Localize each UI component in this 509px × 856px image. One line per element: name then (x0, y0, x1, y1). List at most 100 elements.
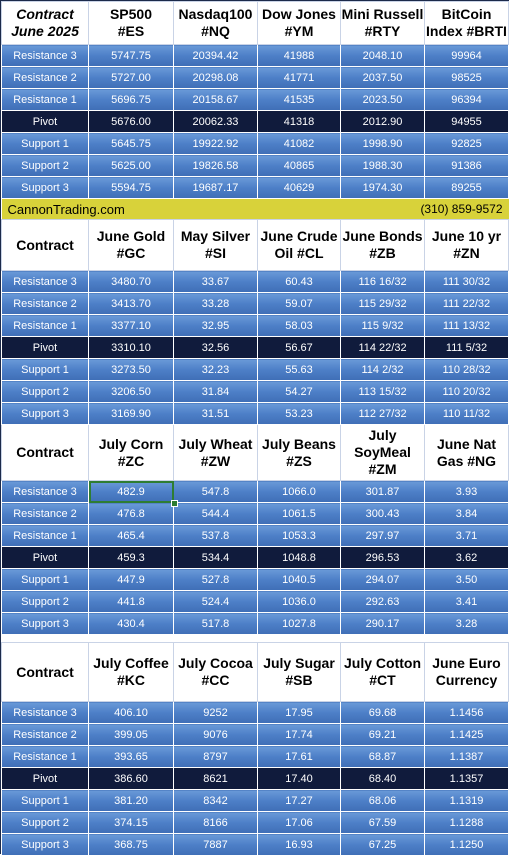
value-cell[interactable]: 3.28 (424, 612, 509, 635)
header-ng[interactable]: June Nat Gas #NG (424, 424, 509, 481)
header-rty[interactable]: Mini Russell #RTY (340, 1, 425, 45)
value-cell[interactable]: 32.95 (173, 314, 258, 337)
value-cell[interactable]: 31.51 (173, 402, 258, 425)
row-label-cell[interactable]: Support 1 (1, 568, 89, 591)
value-cell[interactable]: 111 13/32 (424, 314, 509, 337)
header-gc[interactable]: June Gold #GC (88, 219, 174, 271)
header-si[interactable]: May Silver #SI (173, 219, 258, 271)
value-cell[interactable]: 1.1357 (424, 767, 509, 790)
header-contract-cell[interactable]: Contract (1, 219, 89, 271)
header-zm[interactable]: July SoyMeal #ZM (340, 424, 425, 481)
value-cell[interactable]: 399.05 (88, 723, 174, 746)
value-cell[interactable]: 393.65 (88, 745, 174, 768)
value-cell[interactable]: 41082 (257, 132, 341, 155)
value-cell[interactable]: 111 5/32 (424, 336, 509, 359)
value-cell[interactable]: 20394.42 (173, 44, 258, 67)
value-cell[interactable]: 5727.00 (88, 66, 174, 89)
value-cell[interactable]: 16.93 (257, 833, 341, 856)
header-zs[interactable]: July Beans #ZS (257, 424, 341, 481)
value-cell[interactable]: 20158.67 (173, 88, 258, 111)
value-cell[interactable]: 115 29/32 (340, 292, 425, 315)
row-label-cell[interactable]: Resistance 2 (1, 292, 89, 315)
value-cell[interactable]: 92825 (424, 132, 509, 155)
value-cell[interactable]: 292.63 (340, 590, 425, 613)
row-label-cell[interactable]: Support 3 (1, 176, 89, 199)
value-cell[interactable]: 2048.10 (340, 44, 425, 67)
row-label-cell[interactable]: Support 3 (1, 833, 89, 856)
header-contract-cell[interactable]: Contract (1, 424, 89, 481)
value-cell[interactable]: 476.8 (88, 502, 174, 525)
header-zb[interactable]: June Bonds #ZB (340, 219, 425, 271)
value-cell[interactable]: 3310.10 (88, 336, 174, 359)
value-cell[interactable]: 69.21 (340, 723, 425, 746)
value-cell[interactable]: 111 30/32 (424, 270, 509, 293)
value-cell[interactable]: 447.9 (88, 568, 174, 591)
value-cell[interactable]: 59.07 (257, 292, 341, 315)
value-cell[interactable]: 9252 (173, 701, 258, 724)
value-cell[interactable]: 441.8 (88, 590, 174, 613)
value-cell[interactable]: 56.67 (257, 336, 341, 359)
row-label-cell[interactable]: Support 2 (1, 380, 89, 403)
value-cell[interactable]: 96394 (424, 88, 509, 111)
value-cell[interactable]: 110 11/32 (424, 402, 509, 425)
value-cell[interactable]: 58.03 (257, 314, 341, 337)
value-cell[interactable]: 31.84 (173, 380, 258, 403)
value-cell[interactable]: 547.8 (173, 480, 258, 503)
header-nq[interactable]: Nasdaq100 #NQ (173, 1, 258, 45)
value-cell[interactable]: 20298.08 (173, 66, 258, 89)
value-cell[interactable]: 1.1319 (424, 789, 509, 812)
value-cell[interactable]: 54.27 (257, 380, 341, 403)
value-cell[interactable]: 32.56 (173, 336, 258, 359)
value-cell[interactable]: 89255 (424, 176, 509, 199)
header-contract-cell[interactable]: Contract (1, 642, 89, 702)
value-cell[interactable]: 3.71 (424, 524, 509, 547)
value-cell[interactable]: 8621 (173, 767, 258, 790)
value-cell[interactable]: 19922.92 (173, 132, 258, 155)
row-label-cell[interactable]: Support 1 (1, 789, 89, 812)
value-cell[interactable]: 94955 (424, 110, 509, 133)
value-cell[interactable]: 41535 (257, 88, 341, 111)
value-cell[interactable]: 68.06 (340, 789, 425, 812)
value-cell[interactable]: 33.67 (173, 270, 258, 293)
value-cell[interactable]: 20062.33 (173, 110, 258, 133)
header-contract-cell[interactable]: Contract June 2025 (1, 1, 89, 45)
value-cell[interactable]: 1.1387 (424, 745, 509, 768)
value-cell[interactable]: 1.1288 (424, 811, 509, 834)
value-cell[interactable]: 114 2/32 (340, 358, 425, 381)
selection-fill-handle[interactable] (170, 499, 178, 507)
value-cell[interactable]: 297.97 (340, 524, 425, 547)
value-cell[interactable]: 40865 (257, 154, 341, 177)
row-label-cell[interactable]: Resistance 2 (1, 723, 89, 746)
row-label-cell[interactable]: Resistance 2 (1, 66, 89, 89)
value-cell[interactable]: 69.68 (340, 701, 425, 724)
value-cell[interactable]: 3169.90 (88, 402, 174, 425)
value-cell[interactable]: 301.87 (340, 480, 425, 503)
value-cell[interactable]: 3206.50 (88, 380, 174, 403)
row-label-cell[interactable]: Resistance 1 (1, 524, 89, 547)
value-cell[interactable]: 3.50 (424, 568, 509, 591)
value-cell[interactable]: 2037.50 (340, 66, 425, 89)
value-cell[interactable]: 1.1250 (424, 833, 509, 856)
value-cell[interactable]: 41318 (257, 110, 341, 133)
row-label-cell[interactable]: Support 2 (1, 154, 89, 177)
header-kc[interactable]: July Coffee #KC (88, 642, 174, 702)
value-cell[interactable]: 8166 (173, 811, 258, 834)
value-cell[interactable]: 517.8 (173, 612, 258, 635)
value-cell[interactable]: 3.93 (424, 480, 509, 503)
row-label-cell[interactable]: Pivot (1, 110, 89, 133)
header-es[interactable]: SP500 #ES (88, 1, 174, 45)
value-cell[interactable]: 5747.75 (88, 44, 174, 67)
value-cell[interactable]: 17.27 (257, 789, 341, 812)
value-cell[interactable]: 98525 (424, 66, 509, 89)
row-label-cell[interactable]: Pivot (1, 546, 89, 569)
row-label-cell[interactable]: Resistance 3 (1, 44, 89, 67)
value-cell[interactable]: 544.4 (173, 502, 258, 525)
value-cell[interactable]: 17.74 (257, 723, 341, 746)
value-cell[interactable]: 60.43 (257, 270, 341, 293)
value-cell[interactable]: 116 16/32 (340, 270, 425, 293)
value-cell[interactable]: 5625.00 (88, 154, 174, 177)
value-cell[interactable]: 67.25 (340, 833, 425, 856)
value-cell[interactable]: 3.41 (424, 590, 509, 613)
value-cell[interactable]: 2023.50 (340, 88, 425, 111)
row-label-cell[interactable]: Resistance 1 (1, 88, 89, 111)
